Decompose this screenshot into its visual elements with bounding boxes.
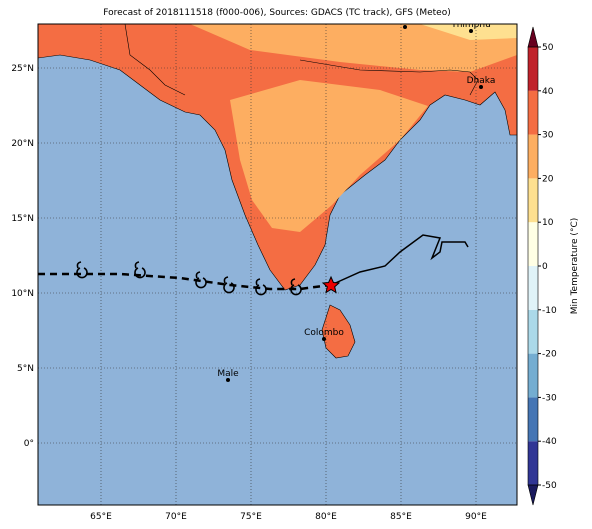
colorbar: -50 -40 -30 -20 -10 0 10 20 30 40 50 Min Temperatur… (527, 26, 580, 506)
map: Thimphu Dhaka Colombo Male (38, 20, 517, 505)
city-label: Dhaka (467, 76, 496, 86)
colorbar-bin (528, 309, 538, 354)
colorbar-tick-label: 20 (542, 174, 554, 184)
lon-label: 75°E (240, 512, 262, 522)
land-highland (420, 24, 517, 40)
colorbar-extend (527, 26, 539, 48)
cyclone-symbol (223, 276, 235, 294)
lat-label: 10°N (11, 289, 34, 299)
lon-label: 85°E (390, 512, 412, 522)
cyclone-symbol (76, 261, 88, 279)
title: Forecast of 2018111518 (f000-006), Sourc… (103, 8, 450, 18)
colorbar-bin (528, 90, 538, 135)
city-marker (226, 378, 230, 382)
colorbar-tick-label: 40 (542, 87, 554, 97)
colorbar-bin (528, 441, 538, 485)
lon-label: 70°E (165, 512, 187, 522)
lon-label: 80°E (315, 512, 337, 522)
colorbar-bin (528, 222, 538, 266)
colorbar-tick-label: -10 (542, 306, 557, 316)
colorbar-bin (528, 134, 538, 179)
lat-label: 0° (24, 439, 34, 449)
cyclone-symbol (195, 271, 207, 289)
colorbar-tick-label: 0 (542, 262, 548, 272)
city-label: Male (217, 369, 239, 379)
colorbar-bin (528, 397, 538, 442)
cyclone-symbol (290, 278, 302, 296)
colorbar-bin (528, 353, 538, 398)
city-marker (322, 337, 326, 341)
city-marker (479, 85, 483, 89)
lat-label: 20°N (11, 139, 34, 149)
lon-label: 65°E (90, 512, 112, 522)
colorbar-tick-label: -40 (542, 437, 557, 447)
colorbar-extend (527, 484, 539, 506)
colorbar-label: Min Temperature (°C) (570, 218, 580, 315)
map-frame (37, 23, 518, 506)
cities: Thimphu Dhaka Colombo Male (217, 20, 496, 382)
colorbar-bin (528, 47, 538, 91)
colorbar-tick-label: 30 (542, 131, 554, 141)
colorbar-tick-label: -30 (542, 393, 557, 403)
cyclone-symbols (76, 261, 302, 296)
city-label: Colombo (304, 328, 344, 338)
colorbar-tick-label: 50 (542, 43, 554, 53)
cyclone-symbol (255, 278, 267, 296)
border (299, 59, 479, 96)
track-forecast (38, 272, 331, 291)
city-label: Thimphu (450, 20, 491, 30)
colorbar-bin (528, 178, 538, 223)
graticule (38, 24, 517, 505)
sri-lanka (321, 304, 356, 359)
lat-label: 15°N (11, 214, 34, 224)
cyclone-symbol (134, 261, 146, 279)
colorbar-bin (528, 266, 538, 310)
city-marker (403, 25, 407, 29)
land-cool (230, 80, 428, 232)
storm-position (321, 275, 341, 294)
city-marker (469, 29, 473, 33)
lat-label: 25°N (11, 64, 34, 74)
lon-label: 90°E (465, 512, 487, 522)
colorbar-tick-label: -20 (542, 350, 557, 360)
track-observed (330, 234, 469, 286)
lat-label: 5°N (17, 364, 34, 374)
colorbar-tick-label: 10 (542, 218, 554, 228)
colorbar-tick-label: -50 (542, 481, 557, 491)
land-cool-north (190, 24, 517, 72)
border (124, 24, 186, 96)
